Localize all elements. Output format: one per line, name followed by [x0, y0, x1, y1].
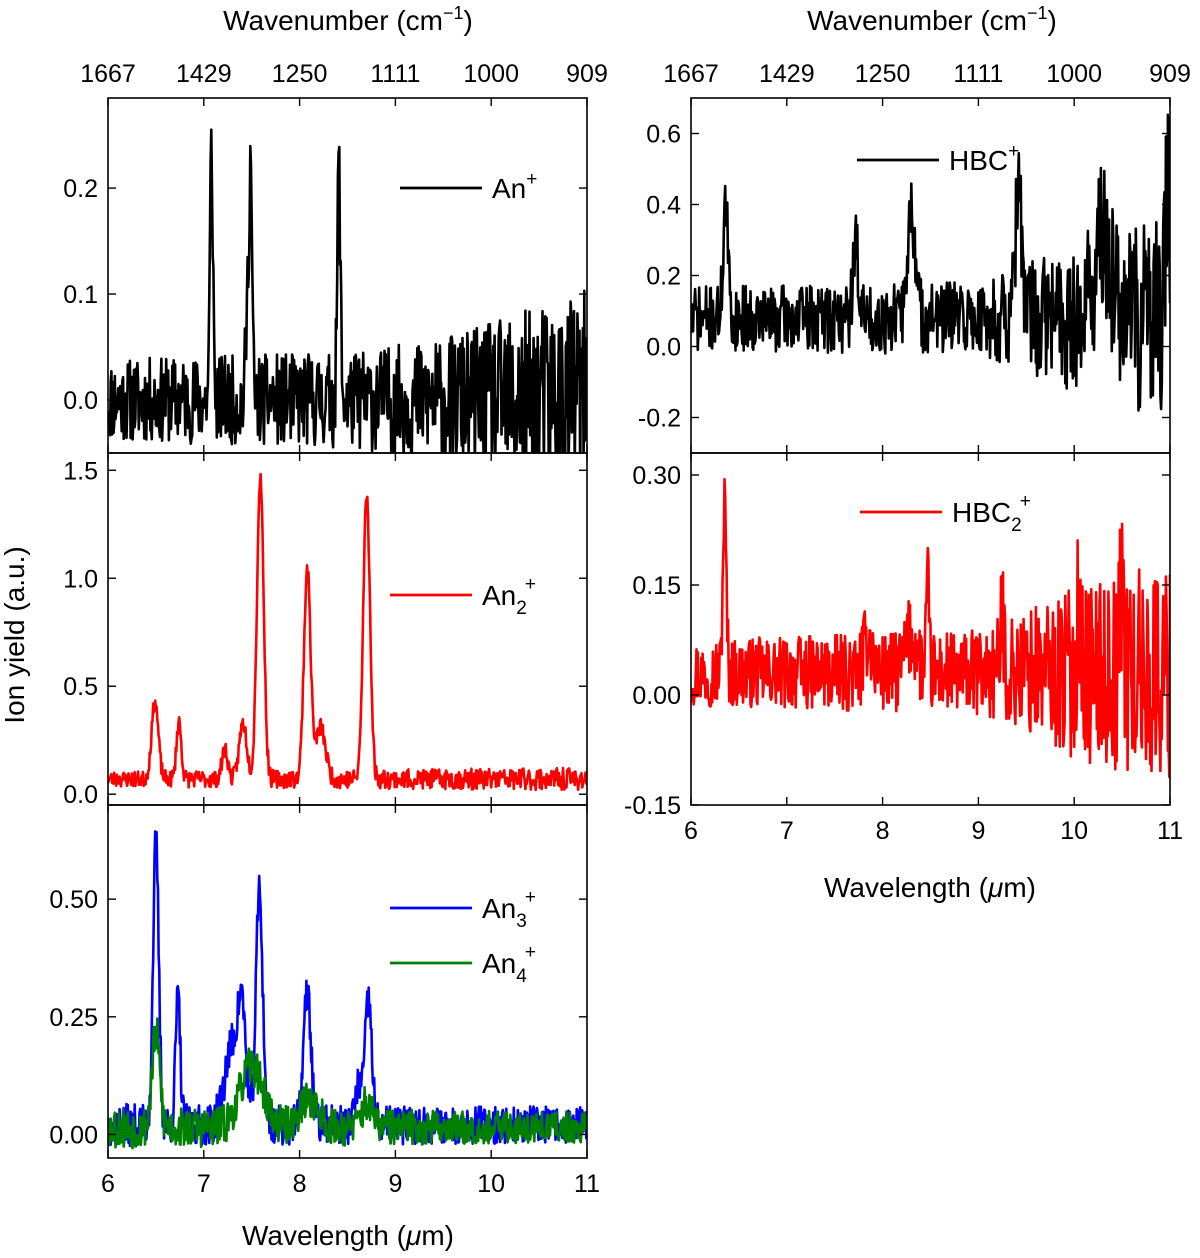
x-tick-label-anthracene-clusters: 10: [477, 1170, 505, 1198]
y-tick-label-hbc-monomer: 0.2: [646, 263, 681, 291]
top-tick-label-hbc-monomer: 1667: [663, 60, 719, 88]
top-tick-label-hbc-monomer: 1000: [1046, 60, 1102, 88]
series-line-anthracene-clusters-0: [108, 830, 587, 1148]
legend-label-anthracene-dimer-0: An2+: [482, 574, 536, 619]
x-tick-label-hbc-dimer: 10: [1060, 817, 1088, 845]
top-tick-label-anthracene-monomer: 1429: [176, 60, 232, 88]
y-tick-label-hbc-monomer: 0.6: [646, 121, 681, 149]
top-tick-label-anthracene-monomer: 1667: [80, 60, 136, 88]
x-tick-label-hbc-dimer: 9: [971, 817, 985, 845]
chart-hbc-dimer: HBC2+ -0.15 0.00 0.15 0.30 6 7 8 9 10 11: [624, 452, 1183, 845]
series-line-hbc-monomer-0: [691, 113, 1170, 412]
x-tick-label-anthracene-clusters: 9: [388, 1170, 402, 1198]
chart-anthracene-dimer: An2+ 0.0 0.5 1.0 1.5: [63, 452, 588, 809]
y-tick-label-hbc-monomer: -0.2: [638, 405, 681, 433]
top-axis-title-right: Wavenumber (cm−1): [807, 3, 1057, 36]
y-tick-label-anthracene-monomer: 0.2: [63, 175, 98, 203]
x-tick-label-anthracene-clusters: 7: [197, 1170, 211, 1198]
y-tick-label-anthracene-dimer: 1.5: [63, 457, 98, 485]
y-tick-label-hbc-monomer: 0.4: [646, 192, 681, 220]
legend-label-hbc-monomer-0: HBC+: [949, 141, 1019, 176]
y-tick-label-anthracene-clusters: 0.25: [49, 1004, 98, 1032]
series-line-anthracene-dimer-0: [108, 472, 587, 792]
legend-label-anthracene-clusters-0: An3+: [482, 887, 536, 932]
top-tick-label-hbc-monomer: 1250: [855, 60, 911, 88]
top-tick-label-anthracene-monomer: 1250: [272, 60, 328, 88]
y-tick-label-anthracene-dimer: 1.0: [63, 565, 98, 593]
legend-label-anthracene-clusters-1: An4+: [482, 942, 536, 987]
chart-anthracene-monomer: An+ 0.0 0.1 0.2 1667 1429 1250 1111 1000 909: [63, 60, 608, 454]
y-tick-label-hbc-monomer: 0.0: [646, 334, 681, 362]
x-tick-label-anthracene-clusters: 6: [101, 1170, 115, 1198]
y-tick-label-anthracene-dimer: 0.0: [63, 781, 98, 809]
x-axis-title-left: Wavelength (μm): [242, 1220, 454, 1251]
y-tick-label-anthracene-monomer: 0.0: [63, 387, 98, 415]
top-tick-label-anthracene-monomer: 1111: [370, 60, 420, 88]
chart-anthracene-clusters: An3+ An4+ 0.00 0.25 0.50 6 7 8 9 10 11: [49, 804, 600, 1198]
legend-label-anthracene-monomer-0: An+: [492, 169, 537, 204]
plot-frame-anthracene-clusters: [107, 804, 588, 1159]
top-tick-label-anthracene-monomer: 909: [566, 60, 608, 88]
top-tick-label-anthracene-monomer: 1000: [463, 60, 519, 88]
y-tick-label-hbc-dimer: 0.30: [632, 462, 681, 490]
plot-frame-anthracene-dimer: [107, 452, 588, 806]
top-axis-title-left: Wavenumber (cm−1): [223, 3, 473, 36]
x-tick-label-hbc-dimer: 11: [1157, 817, 1183, 845]
plot-frame-hbc-monomer: [690, 97, 1171, 454]
y-tick-label-anthracene-clusters: 0.00: [49, 1121, 98, 1149]
series-line-hbc-dimer-0: [691, 477, 1170, 779]
x-tick-label-anthracene-clusters: 11: [574, 1170, 600, 1198]
y-tick-label-anthracene-dimer: 0.5: [63, 673, 98, 701]
top-tick-label-hbc-monomer: 1111: [953, 60, 1003, 88]
plot-frame-hbc-dimer: [690, 452, 1171, 806]
y-axis-title: Ion yield (a.u.): [0, 546, 30, 723]
top-tick-label-hbc-monomer: 1429: [759, 60, 815, 88]
x-tick-label-hbc-dimer: 7: [780, 817, 794, 845]
x-tick-label-hbc-dimer: 6: [684, 817, 698, 845]
y-tick-label-anthracene-clusters: 0.50: [49, 886, 98, 914]
y-tick-label-anthracene-monomer: 0.1: [63, 281, 98, 309]
series-line-anthracene-clusters-1: [108, 1017, 587, 1150]
chart-hbc-monomer: HBC+ -0.2 0.0 0.2 0.4 0.6 1667 1429 1250 1111 1000…: [638, 60, 1191, 454]
x-axis-title-right: Wavelength (μm): [824, 872, 1036, 903]
y-tick-label-hbc-dimer: -0.15: [624, 792, 681, 820]
y-tick-label-hbc-dimer: 0.00: [632, 682, 681, 710]
series-line-anthracene-monomer-0: [108, 128, 587, 453]
y-tick-label-hbc-dimer: 0.15: [632, 572, 681, 600]
legend-label-hbc-dimer-0: HBC2+: [952, 491, 1031, 536]
top-tick-label-hbc-monomer: 909: [1149, 60, 1191, 88]
x-tick-label-hbc-dimer: 8: [876, 817, 890, 845]
x-tick-label-anthracene-clusters: 8: [293, 1170, 307, 1198]
